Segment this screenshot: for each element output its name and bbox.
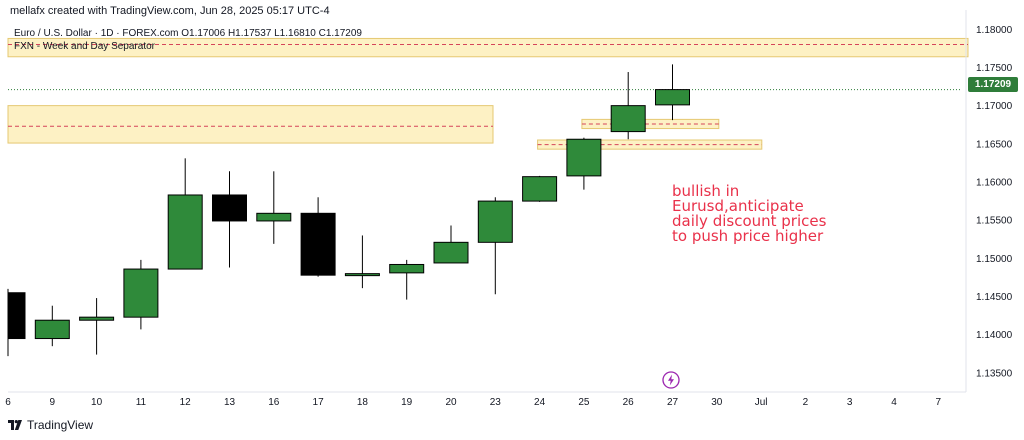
- candle: [433, 225, 469, 264]
- time-tick-label: 12: [180, 397, 192, 408]
- zone-box: [7, 37, 969, 58]
- footer-brand-label: TradingView: [27, 418, 94, 432]
- zones-layer: [7, 37, 969, 150]
- annotation-line: daily discount prices: [672, 212, 827, 230]
- annotation-line: Eurusd,anticipate: [672, 197, 804, 215]
- price-tick-label: 1.15500: [976, 216, 1013, 227]
- candle-body: [433, 241, 469, 264]
- price-tick-label: 1.18000: [976, 25, 1013, 36]
- price-tick-label: 1.14500: [976, 292, 1013, 303]
- candle-body: [610, 105, 646, 133]
- annotation-line: bullish in: [672, 182, 740, 200]
- candle: [7, 288, 26, 357]
- time-tick-label: Jul: [755, 397, 768, 408]
- zone-box: [7, 105, 494, 144]
- time-tick-label: 18: [357, 397, 369, 408]
- footer-brand[interactable]: TradingView: [8, 418, 93, 432]
- time-tick-label: 13: [224, 397, 236, 408]
- indicator-legend[interactable]: FXN - Week and Day Separator: [14, 41, 155, 52]
- candle-body: [477, 200, 513, 243]
- candle: [79, 298, 115, 355]
- candle-body: [167, 194, 203, 270]
- time-tick-label: 10: [91, 397, 103, 408]
- price-tick-label: 1.14000: [976, 330, 1013, 341]
- time-tick-label: 19: [401, 397, 413, 408]
- candle-body: [344, 273, 380, 277]
- time-tick-label: 30: [711, 397, 723, 408]
- candle: [610, 72, 646, 140]
- time-tick-label: 7: [936, 397, 942, 408]
- time-tick-label: 26: [623, 397, 635, 408]
- time-tick-label: 24: [534, 397, 546, 408]
- candle: [123, 259, 159, 330]
- candle-body: [212, 194, 247, 222]
- candle: [522, 175, 558, 202]
- time-tick-label: 4: [891, 397, 897, 408]
- candle-body: [79, 316, 115, 321]
- candle: [300, 197, 336, 277]
- time-tick-label: 6: [5, 397, 11, 408]
- candle: [212, 171, 247, 268]
- candle: [256, 171, 292, 244]
- candle-body: [7, 292, 26, 340]
- candle: [655, 64, 690, 121]
- price-tick-label: 1.17000: [976, 101, 1013, 112]
- candle-body: [256, 212, 292, 222]
- price-tick-label: 1.17500: [976, 63, 1013, 74]
- price-tick-label: 1.16500: [976, 139, 1013, 150]
- lightning-icon[interactable]: [662, 371, 680, 389]
- time-tick-label: 11: [136, 397, 147, 408]
- time-tick-label: 20: [445, 397, 457, 408]
- candle-body: [123, 268, 159, 318]
- time-tick-label: 16: [268, 397, 280, 408]
- price-tick-label: 1.13500: [976, 368, 1013, 379]
- zone-box: [581, 118, 720, 130]
- candle: [34, 305, 70, 347]
- candles-layer: [7, 64, 690, 357]
- candle: [477, 197, 513, 295]
- candle-body: [34, 319, 70, 340]
- time-tick-label: 2: [803, 397, 809, 408]
- time-tick-label: 25: [578, 397, 590, 408]
- candle-body: [522, 176, 558, 202]
- candle-body: [389, 263, 425, 274]
- candle: [566, 137, 602, 190]
- time-tick-label: 27: [667, 397, 679, 408]
- candle-body: [566, 138, 602, 177]
- chart-credit: mellafx created with TradingView.com, Ju…: [10, 5, 330, 17]
- price-tick-label: 1.15000: [976, 254, 1013, 265]
- candle: [344, 235, 380, 289]
- tradingview-logo-icon: [8, 420, 22, 430]
- time-tick-label: 3: [847, 397, 853, 408]
- symbol-legend[interactable]: Euro / U.S. Dollar · 1D · FOREX.com O1.1…: [14, 28, 362, 39]
- last-price-tag: 1.17209: [968, 77, 1018, 92]
- candle-body: [655, 89, 690, 106]
- candle: [167, 158, 203, 270]
- annotation-line: to push price higher: [672, 227, 824, 245]
- candle: [389, 259, 425, 300]
- candle-body: [300, 212, 336, 276]
- axis-layer: 1.18000 1.17500 1.17000 1.16500 1.16000 1.155…: [5, 10, 1013, 408]
- text-annotation[interactable]: bullish in Eurusd,anticipate daily disco…: [672, 184, 842, 244]
- price-tick-label: 1.16000: [976, 178, 1013, 189]
- time-tick-label: 17: [313, 397, 325, 408]
- time-tick-label: 9: [50, 397, 56, 408]
- time-tick-label: 23: [490, 397, 502, 408]
